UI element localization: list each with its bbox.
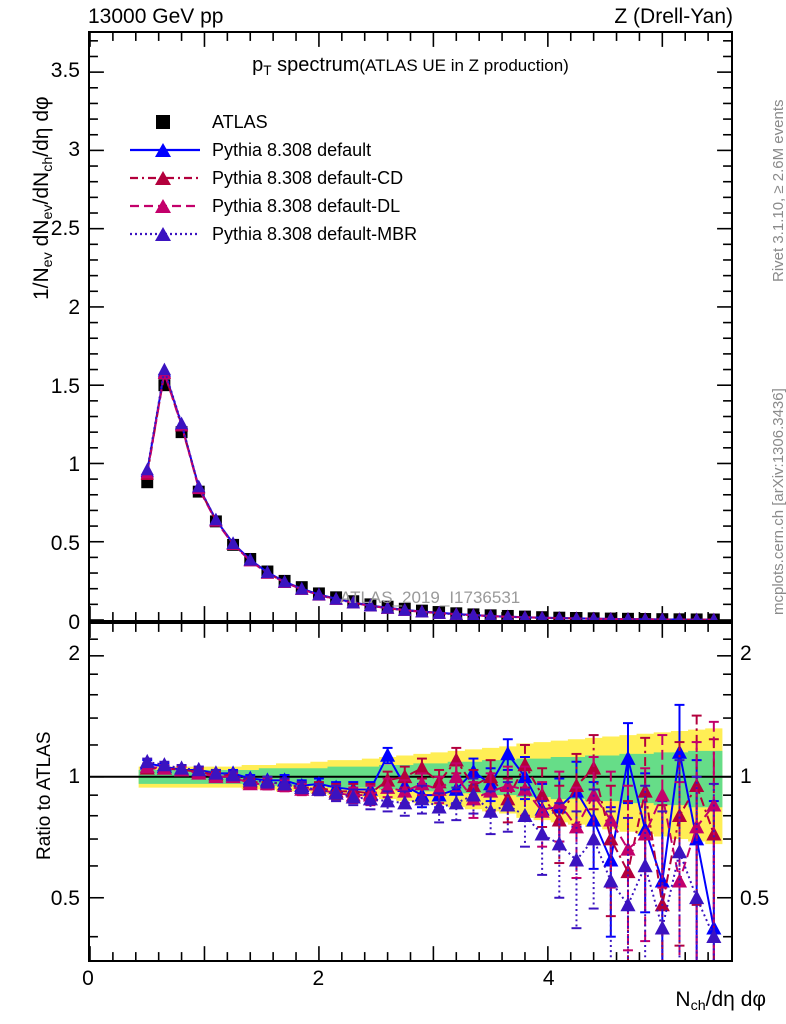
ratio-ytick-left-2: 2 — [68, 642, 80, 666]
ratio-plot-canvas — [90, 624, 731, 960]
ratio-plot-panel — [88, 622, 733, 962]
rivet-credit: Rivet 3.1.10, ≥ 2.6M events — [770, 99, 786, 283]
plot-title-paren: (ATLAS UE in Z production) — [359, 56, 569, 75]
main-ytick-2: 1 — [68, 453, 80, 477]
plot-title-sub: T — [263, 62, 272, 78]
legend-label-cd: Pythia 8.308 default-CD — [212, 167, 404, 188]
header-process-info: Z (Drell-Yan) — [614, 5, 733, 28]
legend-item-atlas[interactable]: ATLAS — [128, 108, 417, 136]
main-ytick-7: 3.5 — [50, 59, 80, 83]
main-ytick-3: 1.5 — [50, 374, 80, 398]
main-ytick-6: 3 — [68, 138, 80, 162]
legend-item-cd[interactable]: Pythia 8.308 default-CD — [128, 164, 417, 192]
header-beam-info: 13000 GeV pp — [88, 5, 224, 28]
legend-key-triangle-solid-icon — [128, 138, 202, 162]
ratio-y-axis-title: Ratio to ATLAS — [34, 731, 55, 861]
main-ytick-4: 2 — [68, 295, 80, 319]
legend: ATLAS Pythia 8.308 default Pythia 8.308 … — [128, 108, 417, 248]
main-ytick-0: 0 — [68, 611, 80, 634]
main-ytick-5: 2.5 — [50, 217, 80, 240]
legend-key-triangle-dashed-icon — [128, 194, 202, 218]
xtick-1: 2 — [312, 967, 325, 990]
ratio-ytick-right-0: 0.5 — [740, 887, 770, 910]
legend-label-atlas: ATLAS — [212, 111, 268, 132]
legend-item-default[interactable]: Pythia 8.308 default — [128, 136, 417, 164]
mcplots-credit: mcplots.cern.ch [arXiv:1306.3436] — [770, 388, 786, 615]
analysis-watermark: ATLAS_2019_I1736531 — [340, 588, 521, 607]
xtick-2: 4 — [542, 967, 555, 990]
main-plot-panel — [88, 31, 733, 622]
legend-label-default: Pythia 8.308 default — [212, 139, 372, 160]
xtick-0: 0 — [82, 967, 94, 990]
legend-label-dl: Pythia 8.308 default-DL — [212, 195, 401, 216]
x-axis-title: Nch/dη dφ — [675, 988, 766, 1014]
main-plot-canvas — [90, 33, 731, 620]
plot-title: pT spectrum(ATLAS UE in Z production) — [88, 54, 733, 78]
plot-title-pt: p — [252, 54, 264, 76]
main-ytick-1: 0.5 — [50, 532, 80, 556]
legend-key-square-icon — [128, 110, 202, 134]
legend-item-dl[interactable]: Pythia 8.308 default-DL — [128, 192, 417, 220]
plot-title-rest: spectrum — [271, 54, 360, 76]
ratio-ytick-left-1: 1 — [68, 764, 80, 788]
legend-label-mbr: Pythia 8.308 default-MBR — [212, 223, 418, 244]
legend-key-triangle-dotted-icon — [128, 222, 202, 246]
ratio-ytick-right-1: 1 — [740, 764, 752, 788]
legend-key-triangle-dashdot-icon — [128, 166, 202, 190]
main-y-axis-title: 1/Nev dNev/dNch/dη dφ — [30, 96, 56, 300]
legend-item-mbr[interactable]: Pythia 8.308 default-MBR — [128, 220, 417, 248]
ratio-ytick-right-2: 2 — [740, 642, 752, 666]
ratio-ytick-left-0: 0.5 — [50, 887, 80, 910]
